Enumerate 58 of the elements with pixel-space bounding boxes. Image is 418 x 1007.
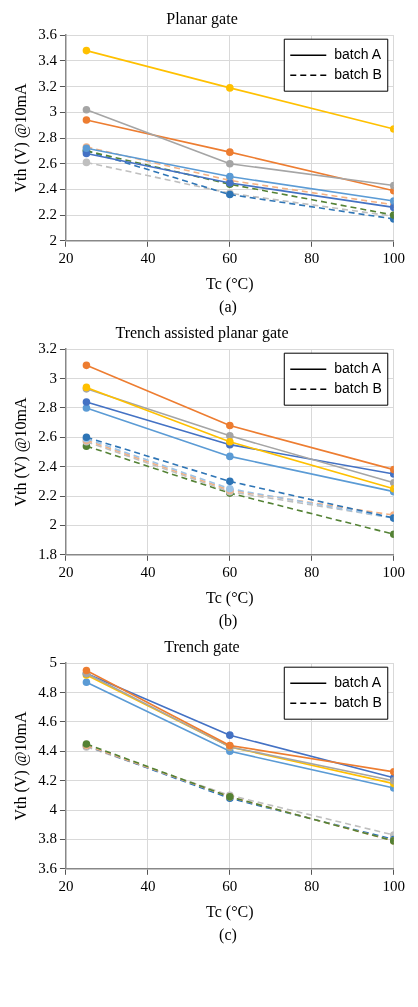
x-tick-label: 80 <box>304 877 320 894</box>
y-tick-label: 5 <box>49 654 57 671</box>
x-tick-label: 60 <box>222 563 238 580</box>
x-tick-label: 40 <box>140 877 156 894</box>
y-tick-label: 2.4 <box>38 180 58 197</box>
legend-label: batch B <box>334 66 382 83</box>
y-tick-label: 3.6 <box>38 26 58 43</box>
text: (b) <box>217 612 239 630</box>
y-tick-label: 1.8 <box>38 545 57 562</box>
x-tick-label: 60 <box>222 249 238 266</box>
y-tick-label: 3 <box>49 369 57 386</box>
x-axis-title: Tc (°C) <box>206 588 254 607</box>
y-axis-title: Vth (V) @10mA <box>11 83 30 193</box>
x-tick-label: 20 <box>58 563 74 580</box>
y-tick-label: 2.8 <box>38 128 57 145</box>
chart-title: Trench assisted planar gate <box>115 323 289 342</box>
legend-label: batch A <box>334 46 382 63</box>
x-tick-label: 20 <box>58 877 74 894</box>
y-axis-title: Vth (V) @10mA <box>11 397 30 507</box>
y-tick-label: 4.8 <box>38 683 57 700</box>
y-tick-label: 3.2 <box>38 340 57 357</box>
legend-label: batch B <box>334 380 382 397</box>
x-tick-label: 20 <box>58 249 74 266</box>
y-tick-label: 3.4 <box>38 51 58 68</box>
text: (a) <box>218 298 238 316</box>
x-tick-label: 60 <box>222 877 238 894</box>
x-tick-label: 40 <box>140 249 156 266</box>
chart-title: Trench gate <box>164 637 240 656</box>
legend-label: batch A <box>334 360 382 377</box>
y-tick-label: 4.2 <box>38 771 57 788</box>
y-tick-label: 2.2 <box>38 486 57 503</box>
legend-label: batch A <box>334 674 382 691</box>
y-tick-label: 2 <box>49 516 57 533</box>
y-tick-label: 2.6 <box>38 154 58 171</box>
y-tick-label: 2.2 <box>38 206 57 223</box>
y-tick-label: 2.6 <box>38 428 58 445</box>
x-tick-label: 100 <box>382 249 405 266</box>
y-tick-label: 2.8 <box>38 398 57 415</box>
x-tick-label: 40 <box>140 563 156 580</box>
y-axis-title: Vth (V) @10mA <box>11 711 30 821</box>
legend-label: batch B <box>334 694 382 711</box>
y-tick-label: 3.6 <box>38 859 58 876</box>
y-tick-label: 3.2 <box>38 77 57 94</box>
x-tick-label: 100 <box>382 563 405 580</box>
y-tick-label: 4 <box>49 800 58 817</box>
y-tick-label: 3.8 <box>38 830 57 847</box>
x-axis-title: Tc (°C) <box>206 274 254 293</box>
y-tick-label: 2 <box>49 231 57 248</box>
y-tick-label: 2.4 <box>38 457 58 474</box>
x-tick-label: 80 <box>304 249 320 266</box>
x-axis-title: Tc (°C) <box>206 902 254 921</box>
x-tick-label: 100 <box>382 877 405 894</box>
text: (c) <box>218 926 238 944</box>
x-tick-label: 80 <box>304 563 320 580</box>
chart-title: Planar gate <box>166 9 238 28</box>
y-tick-label: 4.4 <box>38 742 58 759</box>
y-tick-label: 3 <box>49 103 57 120</box>
y-tick-label: 4.6 <box>38 712 58 729</box>
